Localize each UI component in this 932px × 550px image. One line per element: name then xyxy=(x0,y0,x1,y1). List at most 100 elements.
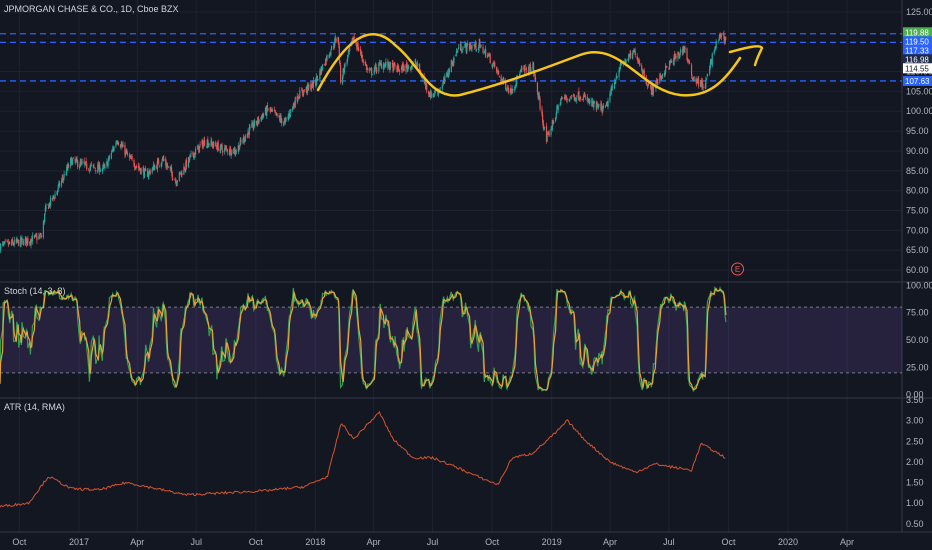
candle-body xyxy=(261,115,263,120)
candle-body xyxy=(228,152,230,154)
candle-body xyxy=(578,91,580,100)
candle-body xyxy=(122,144,124,147)
candle-body xyxy=(230,154,232,156)
candle-body xyxy=(369,68,371,72)
candle-body xyxy=(650,84,652,89)
candle-body xyxy=(352,37,354,43)
candle-body xyxy=(548,131,550,137)
candle-body xyxy=(411,65,413,67)
candle-body xyxy=(310,84,312,90)
time-axis[interactable]: Oct 2017 Apr Jul Oct 2018 Apr Jul Oct 2019 Apr Jul O… xyxy=(12,537,854,547)
candle-body xyxy=(120,144,122,148)
candle-body xyxy=(249,126,251,129)
atr-axis[interactable]: 3.50 3.00 2.50 2.00 1.50 1.00 0.50 xyxy=(906,395,924,529)
candle-body xyxy=(312,80,315,88)
candle-body xyxy=(174,180,177,181)
candle-body xyxy=(415,61,417,65)
candle-body xyxy=(375,66,377,72)
candle-body xyxy=(272,110,274,112)
candle-body xyxy=(145,168,147,172)
candle-body xyxy=(443,80,445,82)
candle-body xyxy=(496,70,498,73)
candle-body xyxy=(689,62,691,64)
candle-body xyxy=(347,54,349,60)
candle-body xyxy=(198,145,201,153)
candle-body xyxy=(183,167,186,170)
candle-body xyxy=(62,177,64,179)
candle-body xyxy=(560,97,563,100)
annotation-wave[interactable] xyxy=(316,33,742,97)
candle-body xyxy=(4,241,6,242)
candle-body xyxy=(691,77,693,79)
candle-body xyxy=(260,117,262,119)
candle-body xyxy=(206,140,208,146)
candle-body xyxy=(86,163,88,170)
candle-body xyxy=(602,106,604,112)
candle-body xyxy=(670,60,673,63)
candle-body xyxy=(279,117,281,121)
candle-body xyxy=(202,141,204,148)
horizontal-lines[interactable] xyxy=(0,33,902,82)
candle-body xyxy=(138,166,140,169)
earnings-marker[interactable]: E xyxy=(731,262,745,276)
candle-body xyxy=(630,52,632,59)
candle-body xyxy=(292,106,294,111)
atr-tick-label: 3.50 xyxy=(906,395,924,405)
candle-body xyxy=(25,237,28,245)
candle-body xyxy=(428,93,430,95)
candle-body xyxy=(75,158,78,161)
stoch-axis[interactable]: 100.00 75.00 50.00 25.00 0.00 xyxy=(906,280,932,399)
candle-body xyxy=(355,40,357,45)
candle-body xyxy=(152,164,155,168)
candle-body xyxy=(468,44,471,50)
candle-body xyxy=(398,68,400,72)
x-tick-label: Apr xyxy=(367,537,381,547)
candle-body xyxy=(591,98,593,106)
candle-body xyxy=(661,74,664,79)
candle-body xyxy=(358,48,360,51)
candle-body xyxy=(575,97,577,102)
candle-body xyxy=(29,241,32,244)
candle-body xyxy=(36,236,38,241)
candle-body xyxy=(74,159,76,162)
candle-body xyxy=(611,86,614,88)
candle-body xyxy=(659,73,661,82)
candle-body xyxy=(34,234,36,237)
candle-body xyxy=(407,66,409,71)
candle-body xyxy=(628,55,630,56)
price-tick-label: 85.00 xyxy=(906,166,929,176)
candle-body xyxy=(330,45,333,51)
candle-body xyxy=(216,143,219,150)
candle-body xyxy=(98,163,100,170)
candle-body xyxy=(510,87,512,93)
candle-body xyxy=(460,44,462,51)
candle-body xyxy=(149,171,151,174)
candle-body xyxy=(669,60,671,63)
candle-body xyxy=(328,54,331,57)
candle-body xyxy=(707,75,709,77)
candle-body xyxy=(550,128,552,136)
stoch-tick-label: 50.00 xyxy=(906,335,929,345)
candle-body xyxy=(115,141,118,145)
candle-body xyxy=(167,165,169,168)
candle-body xyxy=(537,92,539,99)
candle-body xyxy=(611,88,613,90)
candle-body xyxy=(71,158,73,166)
candle-body xyxy=(456,49,458,53)
candle-body xyxy=(491,64,493,67)
candle-body xyxy=(624,60,626,63)
candle-body xyxy=(166,165,168,167)
candle-body xyxy=(301,89,303,91)
annotation-arrow[interactable] xyxy=(728,45,764,67)
candle-body xyxy=(406,62,408,66)
candle-body xyxy=(621,62,623,65)
price-label-text: 117.33 xyxy=(905,46,929,55)
candle-body xyxy=(646,85,649,87)
x-tick-label: Apr xyxy=(603,537,617,547)
candle-body xyxy=(44,207,46,213)
x-tick-label: Apr xyxy=(840,537,854,547)
candle-body xyxy=(337,37,339,43)
candle-body xyxy=(247,131,249,133)
candle-body xyxy=(240,139,242,143)
candle-body xyxy=(524,68,526,71)
